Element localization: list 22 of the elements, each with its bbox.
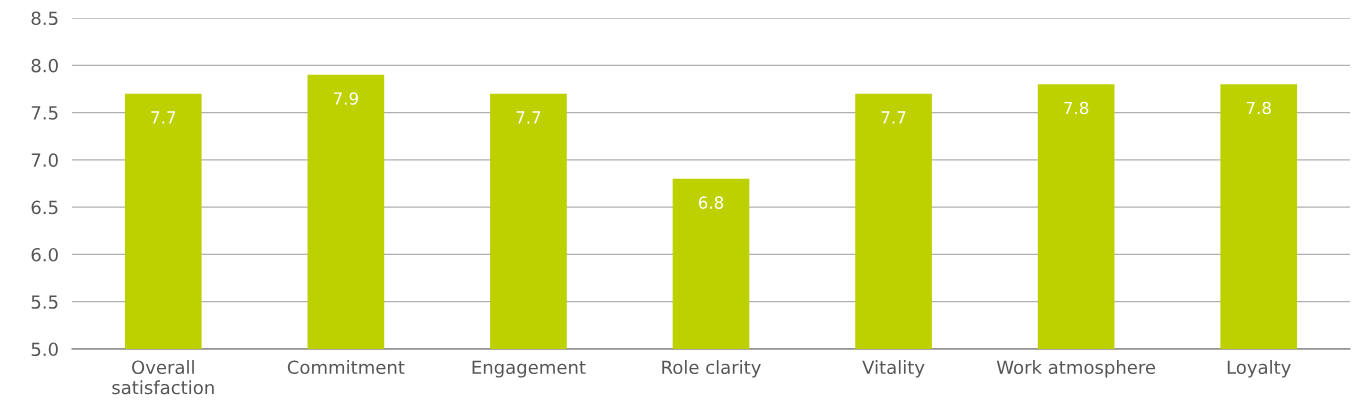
data-label: 7.7 — [151, 111, 176, 124]
x-tick-label: Commitment — [287, 360, 405, 375]
x-tick-label: Loyalty — [1227, 360, 1291, 378]
x-tick-label: Overall satisfaction — [112, 360, 214, 395]
y-tick-label: 6.5 — [31, 200, 58, 215]
x-tick-label: Engagement — [472, 360, 586, 378]
y-tick-label: 5.0 — [31, 342, 58, 357]
data-label: 7.7 — [516, 111, 541, 124]
x-tick-label: Vitality — [862, 360, 925, 378]
data-label: 7.9 — [333, 92, 358, 105]
data-label: 7.8 — [1064, 101, 1089, 115]
y-tick-label: 5.5 — [31, 295, 58, 309]
data-label: 6.8 — [698, 196, 724, 209]
data-label: 7.7 — [881, 111, 906, 124]
data-label: 7.8 — [1246, 101, 1271, 115]
x-tick-label: Role clarity — [662, 360, 761, 378]
y-tick-label: 8.0 — [31, 58, 58, 73]
x-tick-label: Work atmosphere — [996, 360, 1156, 378]
y-tick-label: 8.5 — [31, 11, 58, 26]
y-tick-label: 6.0 — [31, 247, 58, 262]
y-tick-label: 7.0 — [31, 153, 58, 167]
y-tick-label: 7.5 — [31, 106, 58, 120]
